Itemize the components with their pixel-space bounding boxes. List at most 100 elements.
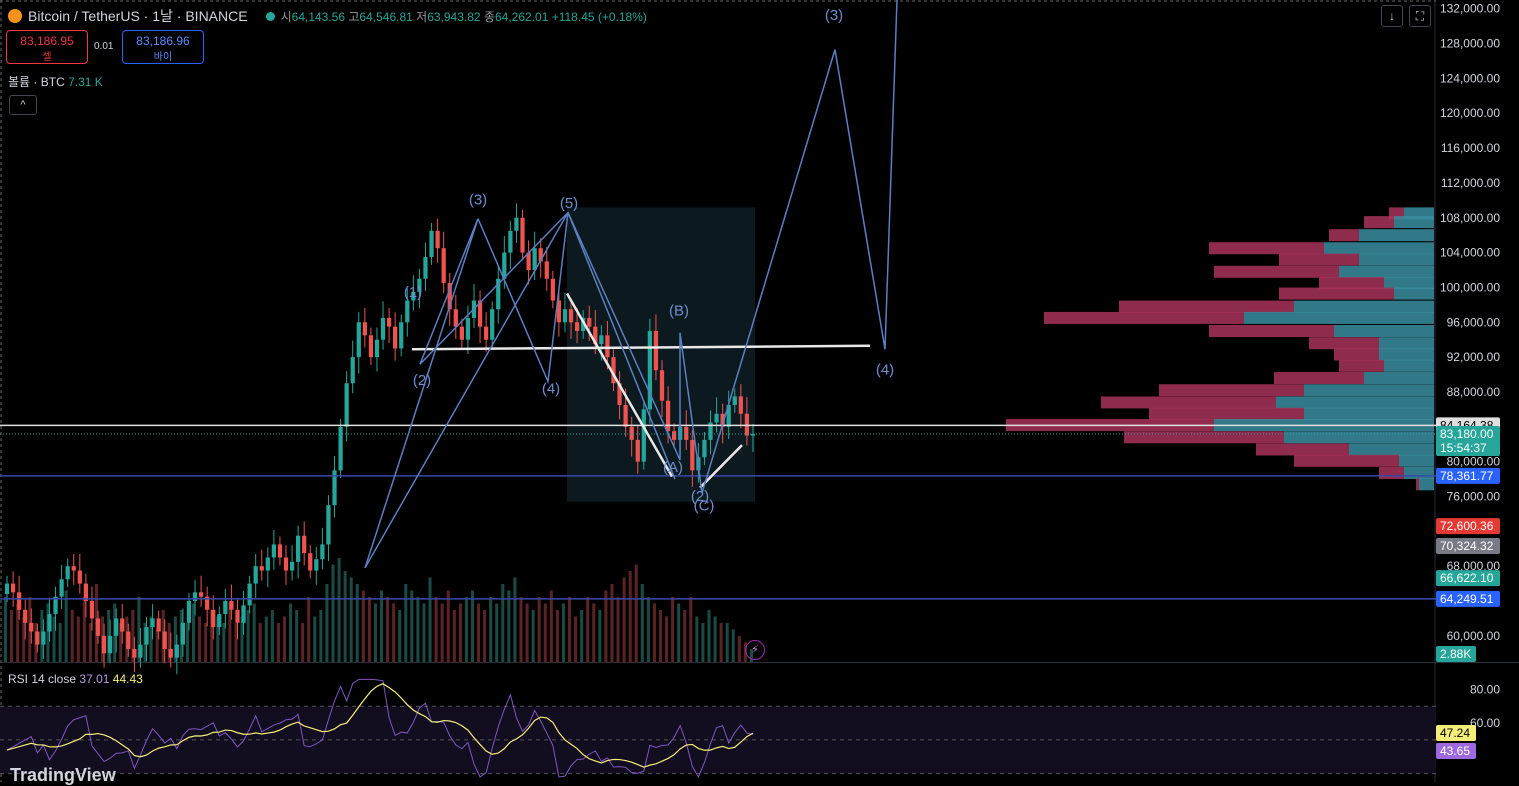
candle-body [65, 566, 70, 580]
volume-bar [22, 616, 26, 662]
candle-body [17, 592, 22, 610]
volume-bar [82, 597, 86, 662]
candle-body [714, 413, 719, 423]
volume-profile-down-bar [1159, 384, 1304, 397]
wave-label: (1) [404, 284, 422, 301]
elliott-wave-path [364, 0, 898, 569]
volume-bar [440, 603, 444, 662]
lightning-icon[interactable]: ⚡ [745, 640, 765, 660]
wave-label: (2) [413, 372, 431, 389]
rsi-label-box [1436, 743, 1476, 759]
candle-body [532, 248, 537, 271]
price-label-box [1436, 425, 1500, 442]
candle-body [435, 230, 440, 249]
rsi-legend[interactable]: RSI 14 close 37.01 44.43 [8, 672, 143, 686]
volume-bar [228, 603, 232, 662]
volume-bar [610, 584, 614, 662]
candle-body [89, 601, 95, 619]
volume-bar [586, 597, 590, 662]
volume-bar [543, 603, 547, 662]
volume-bar [337, 558, 341, 662]
sell-button[interactable]: 83,186.95 셀 [6, 30, 88, 64]
chevron-up-icon[interactable]: ^ [9, 95, 37, 115]
candle-body [29, 622, 34, 632]
candle-body [653, 331, 659, 371]
wave-label: (4) [876, 362, 894, 379]
volume-bar [634, 564, 638, 662]
candle-body [423, 256, 428, 279]
volume-bar [216, 616, 220, 662]
candle-body [235, 609, 240, 623]
volume-profile-down-bar [1416, 478, 1419, 491]
volume-profile-up-bar [1394, 216, 1434, 229]
candle-body [720, 413, 725, 427]
candle-body [568, 309, 574, 323]
volume-bar [531, 610, 535, 662]
candle-body [144, 627, 149, 645]
wave-label: (3) [825, 7, 843, 24]
candle-body [429, 230, 434, 257]
candle-body [114, 618, 119, 636]
price-label-text: 2.88K [1440, 647, 1471, 661]
volume-profile-down-bar [1379, 466, 1404, 479]
candle-body [174, 644, 179, 658]
volume-profile-down-bar [1119, 300, 1294, 313]
candle-body [520, 217, 525, 253]
candle-body [732, 396, 737, 406]
candle-body [411, 291, 416, 301]
volume-bar [489, 597, 493, 662]
volume-bar [349, 577, 353, 662]
volume-bar [483, 610, 487, 662]
rsi-label-text: 43.65 [1440, 744, 1470, 758]
candle-body [368, 335, 374, 358]
volume-bar [452, 610, 456, 662]
candle-body [459, 326, 464, 340]
volume-bar [671, 597, 675, 662]
candle-body [332, 470, 337, 506]
volume-bar [373, 603, 377, 662]
volume-profile-up-bar [1339, 265, 1434, 278]
volume-bar [319, 610, 323, 662]
candle-body [4, 583, 10, 595]
candle-body [229, 601, 234, 610]
volume-bar [598, 610, 602, 662]
range-box [567, 207, 755, 502]
candle-body [581, 317, 586, 331]
candle-body [314, 559, 319, 571]
ohlc-readout: 시64,143.56 고64,546.81 저63,943.82 종64,262… [281, 8, 647, 25]
volume-bar [222, 623, 226, 662]
candle-body [71, 566, 76, 571]
volume-bar [4, 597, 8, 662]
volume-profile-down-bar [1214, 265, 1339, 278]
candle-body [53, 596, 58, 615]
volume-bar [458, 603, 462, 662]
arrow-down-icon[interactable]: ↓ [1381, 5, 1403, 27]
symbol-title[interactable]: Bitcoin / TetherUS · 1날 · BINANCE [28, 8, 248, 24]
low-label: 저 [416, 9, 428, 24]
fullscreen-icon[interactable]: ⛶ [1409, 5, 1431, 27]
candle-body [641, 409, 646, 462]
candle-body [447, 283, 452, 310]
price-label-text: 72,600.36 [1440, 519, 1494, 533]
volume-profile-down-bar [1274, 372, 1364, 385]
volume-profile-up-bar [1349, 443, 1434, 456]
volume-bar [295, 610, 299, 662]
price-label-text: 78,361.77 [1440, 469, 1494, 483]
candle-body [126, 631, 131, 649]
volume-bar [398, 610, 402, 662]
abc-line-2 [699, 444, 743, 489]
candle-body [635, 439, 640, 462]
price-label-box [1436, 518, 1500, 535]
candle-body [253, 566, 258, 584]
candle-body [350, 357, 355, 384]
buy-button[interactable]: 83,186.96 바이 [122, 30, 204, 64]
elliott-wave-path-2 [364, 212, 569, 569]
volume-profile-up-bar [1334, 325, 1434, 337]
volume-profile-up-bar [1384, 359, 1434, 372]
volume-bar [434, 597, 438, 662]
volume-legend[interactable]: 볼륨 · BTC 7.31 K [8, 73, 103, 90]
volume-bar [392, 603, 396, 662]
volume-bar [210, 610, 214, 662]
price-label-box [1436, 590, 1500, 607]
